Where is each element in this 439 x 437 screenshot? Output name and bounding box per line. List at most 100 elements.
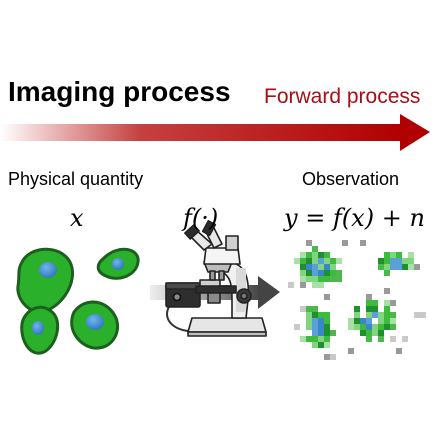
noise-pixel bbox=[324, 336, 330, 342]
noise-pixel bbox=[408, 258, 414, 264]
noise-pixel bbox=[324, 270, 330, 276]
noise-pixel bbox=[312, 252, 318, 258]
noise-pixel bbox=[312, 318, 318, 324]
cell bbox=[20, 305, 60, 355]
noise-pixel bbox=[324, 276, 330, 282]
noise-pixel bbox=[366, 324, 372, 330]
microscope-icon bbox=[165, 220, 267, 337]
noise-pixel bbox=[402, 264, 408, 270]
noise-pixel bbox=[306, 324, 312, 330]
noise-pixel bbox=[312, 324, 318, 330]
noise-pixel bbox=[384, 270, 390, 276]
noise-pixel bbox=[408, 264, 414, 270]
noise-pixel bbox=[330, 276, 336, 282]
noise-pixel bbox=[390, 252, 396, 258]
noise-pixel bbox=[366, 312, 372, 318]
cell bbox=[16, 247, 75, 314]
noise-pixel bbox=[384, 264, 390, 270]
noise-pixel bbox=[348, 324, 354, 330]
noise-pixel bbox=[330, 258, 336, 264]
noise-pixel bbox=[378, 330, 384, 336]
noise-pixel bbox=[324, 312, 330, 318]
noise-pixel bbox=[366, 336, 372, 342]
noise-pixel bbox=[306, 258, 312, 264]
noise-pixel bbox=[390, 258, 396, 264]
noise-pixel bbox=[306, 240, 312, 246]
noise-pixel bbox=[384, 306, 390, 312]
noise-pixel bbox=[306, 336, 312, 342]
noise-pixel bbox=[300, 258, 306, 264]
noise-pixel bbox=[330, 354, 336, 360]
noise-pixel bbox=[312, 342, 318, 348]
observation-label: Observation bbox=[302, 169, 400, 189]
noise-pixel bbox=[342, 240, 348, 246]
noise-pixel bbox=[402, 258, 408, 264]
noise-pixel bbox=[300, 252, 306, 258]
noise-pixel bbox=[312, 282, 318, 288]
noise-pixel bbox=[318, 330, 324, 336]
noise-pixel bbox=[306, 312, 312, 318]
noise-pixel bbox=[384, 252, 390, 258]
noise-pixel bbox=[330, 270, 336, 276]
noise-pixel bbox=[396, 348, 402, 354]
noise-pixel bbox=[318, 312, 324, 318]
noise-pixel bbox=[324, 342, 330, 348]
noise-pixel bbox=[378, 318, 384, 324]
noise-pixel bbox=[312, 330, 318, 336]
noise-pixel bbox=[372, 312, 378, 318]
noise-pixel bbox=[318, 342, 324, 348]
noise-pixel bbox=[336, 270, 342, 276]
noise-pixel bbox=[378, 264, 384, 270]
noise-pixel bbox=[324, 264, 330, 270]
noise-pixel bbox=[318, 276, 324, 282]
math-f: f(·) bbox=[183, 204, 219, 232]
noise-pixel bbox=[306, 252, 312, 258]
noise-pixel bbox=[318, 318, 324, 324]
noise-pixel bbox=[324, 324, 330, 330]
noise-pixel bbox=[360, 330, 366, 336]
noise-pixel bbox=[390, 312, 396, 318]
physical-quantity-label: Physical quantity bbox=[8, 169, 144, 189]
noise-pixel bbox=[354, 324, 360, 330]
noise-pixel bbox=[348, 348, 354, 354]
noise-pixel bbox=[306, 306, 312, 312]
noise-pixel bbox=[420, 312, 426, 318]
noise-pixel bbox=[300, 306, 306, 312]
noise-pixel bbox=[312, 306, 318, 312]
noise-pixel bbox=[378, 258, 384, 264]
noise-pixel bbox=[330, 330, 336, 336]
noise-pixel bbox=[306, 276, 312, 282]
noise-pixel bbox=[288, 282, 294, 288]
noise-pixel bbox=[312, 264, 318, 270]
noise-pixel bbox=[366, 300, 372, 306]
noise-pixel bbox=[372, 324, 378, 330]
noise-pixel bbox=[318, 270, 324, 276]
noise-pixel bbox=[306, 318, 312, 324]
noise-pixel bbox=[306, 264, 312, 270]
forward-process-label: Forward process bbox=[264, 85, 421, 108]
noise-pixel bbox=[360, 240, 366, 246]
noise-pixel bbox=[390, 318, 396, 324]
noise-pixel bbox=[324, 330, 330, 336]
noise-pixel bbox=[366, 294, 372, 300]
noise-pixel bbox=[372, 306, 378, 312]
noise-pixel bbox=[408, 252, 414, 258]
physical-cells bbox=[16, 247, 140, 355]
noise-pixel bbox=[312, 312, 318, 318]
noise-pixel bbox=[294, 258, 300, 264]
noise-pixel bbox=[336, 258, 342, 264]
noise-pixel bbox=[354, 306, 360, 312]
noise-pixel bbox=[390, 264, 396, 270]
noise-pixel bbox=[324, 252, 330, 258]
noise-pixel bbox=[330, 264, 336, 270]
noise-pixel bbox=[384, 300, 390, 306]
noise-pixel bbox=[390, 324, 396, 330]
noise-pixel bbox=[354, 312, 360, 318]
noise-pixel bbox=[360, 318, 366, 324]
noise-pixel bbox=[312, 276, 318, 282]
noise-pixel bbox=[384, 258, 390, 264]
noise-pixel bbox=[324, 318, 330, 324]
noise-pixel bbox=[300, 270, 306, 276]
noise-pixel bbox=[312, 336, 318, 342]
